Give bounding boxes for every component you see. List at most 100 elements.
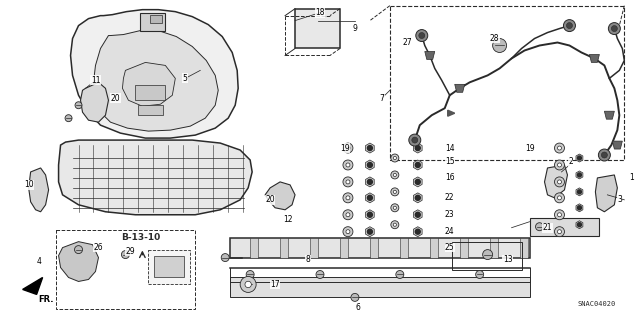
Circle shape [221, 254, 229, 262]
Circle shape [343, 210, 353, 220]
Polygon shape [545, 165, 568, 198]
Circle shape [367, 162, 372, 167]
Text: 19: 19 [340, 144, 349, 152]
Polygon shape [576, 171, 583, 179]
Circle shape [409, 134, 420, 146]
Text: 24: 24 [445, 227, 454, 236]
Text: 4: 4 [36, 257, 41, 266]
Circle shape [393, 206, 396, 209]
Circle shape [554, 193, 564, 203]
Bar [280, 238, 288, 257]
Circle shape [393, 190, 396, 193]
Circle shape [415, 145, 420, 151]
Text: 28: 28 [490, 34, 499, 43]
Polygon shape [595, 175, 618, 212]
Text: FR.: FR. [38, 295, 53, 304]
Polygon shape [29, 168, 49, 212]
Bar [370, 238, 378, 257]
Bar [136, 85, 165, 100]
Circle shape [343, 160, 353, 170]
Circle shape [554, 143, 564, 153]
Circle shape [243, 279, 253, 289]
Polygon shape [413, 143, 422, 153]
Polygon shape [365, 227, 374, 237]
Polygon shape [576, 188, 583, 196]
Bar [520, 238, 527, 257]
Circle shape [346, 196, 350, 200]
Polygon shape [70, 10, 238, 138]
Bar [148, 249, 190, 285]
Polygon shape [22, 278, 43, 294]
Circle shape [577, 190, 581, 194]
Bar [140, 13, 165, 31]
Circle shape [74, 246, 83, 254]
Polygon shape [365, 143, 374, 153]
Text: 21: 21 [543, 223, 552, 232]
Text: 27: 27 [403, 38, 413, 47]
Circle shape [412, 137, 418, 143]
Circle shape [245, 281, 252, 288]
Polygon shape [122, 63, 175, 106]
Circle shape [316, 271, 324, 278]
Bar [56, 230, 195, 309]
Circle shape [536, 223, 543, 231]
Circle shape [415, 212, 420, 217]
Polygon shape [576, 154, 583, 162]
Text: 18: 18 [316, 8, 324, 17]
Circle shape [65, 115, 72, 122]
Circle shape [557, 196, 561, 200]
Circle shape [554, 177, 564, 187]
Circle shape [346, 213, 350, 217]
Polygon shape [413, 210, 422, 220]
Text: 15: 15 [445, 158, 454, 167]
Circle shape [367, 145, 372, 151]
Circle shape [346, 146, 350, 150]
Polygon shape [413, 193, 422, 203]
Text: 20: 20 [111, 94, 120, 103]
Circle shape [122, 251, 129, 259]
Circle shape [346, 163, 350, 167]
Polygon shape [448, 110, 454, 116]
Bar [400, 238, 408, 257]
Text: 23: 23 [445, 210, 454, 219]
Text: 16: 16 [445, 174, 454, 182]
Circle shape [493, 39, 507, 52]
Circle shape [563, 19, 575, 32]
Circle shape [246, 271, 254, 278]
Bar [310, 238, 318, 257]
Text: 2: 2 [568, 158, 573, 167]
Circle shape [557, 180, 561, 184]
Text: 22: 22 [445, 193, 454, 202]
Circle shape [343, 177, 353, 187]
Bar [430, 238, 438, 257]
Circle shape [367, 212, 372, 217]
Circle shape [391, 221, 399, 229]
Polygon shape [612, 141, 622, 149]
Circle shape [351, 293, 359, 301]
Circle shape [557, 230, 561, 234]
Bar [138, 105, 163, 115]
Circle shape [415, 229, 420, 234]
Circle shape [602, 152, 607, 158]
Polygon shape [604, 111, 614, 119]
Bar [150, 15, 163, 23]
Text: 12: 12 [284, 215, 293, 224]
Text: 7: 7 [380, 94, 384, 103]
Bar [230, 278, 529, 297]
Circle shape [598, 149, 611, 161]
Circle shape [346, 180, 350, 184]
Bar [340, 238, 348, 257]
Polygon shape [413, 177, 422, 187]
Polygon shape [365, 177, 374, 187]
Circle shape [416, 30, 428, 41]
Circle shape [343, 227, 353, 237]
Polygon shape [425, 51, 435, 59]
Text: B-13-10: B-13-10 [121, 233, 160, 242]
Text: 14: 14 [445, 144, 454, 152]
Circle shape [391, 188, 399, 196]
Circle shape [577, 173, 581, 177]
Text: 13: 13 [503, 255, 513, 264]
Circle shape [566, 23, 572, 29]
Circle shape [554, 227, 564, 237]
Polygon shape [265, 182, 295, 210]
